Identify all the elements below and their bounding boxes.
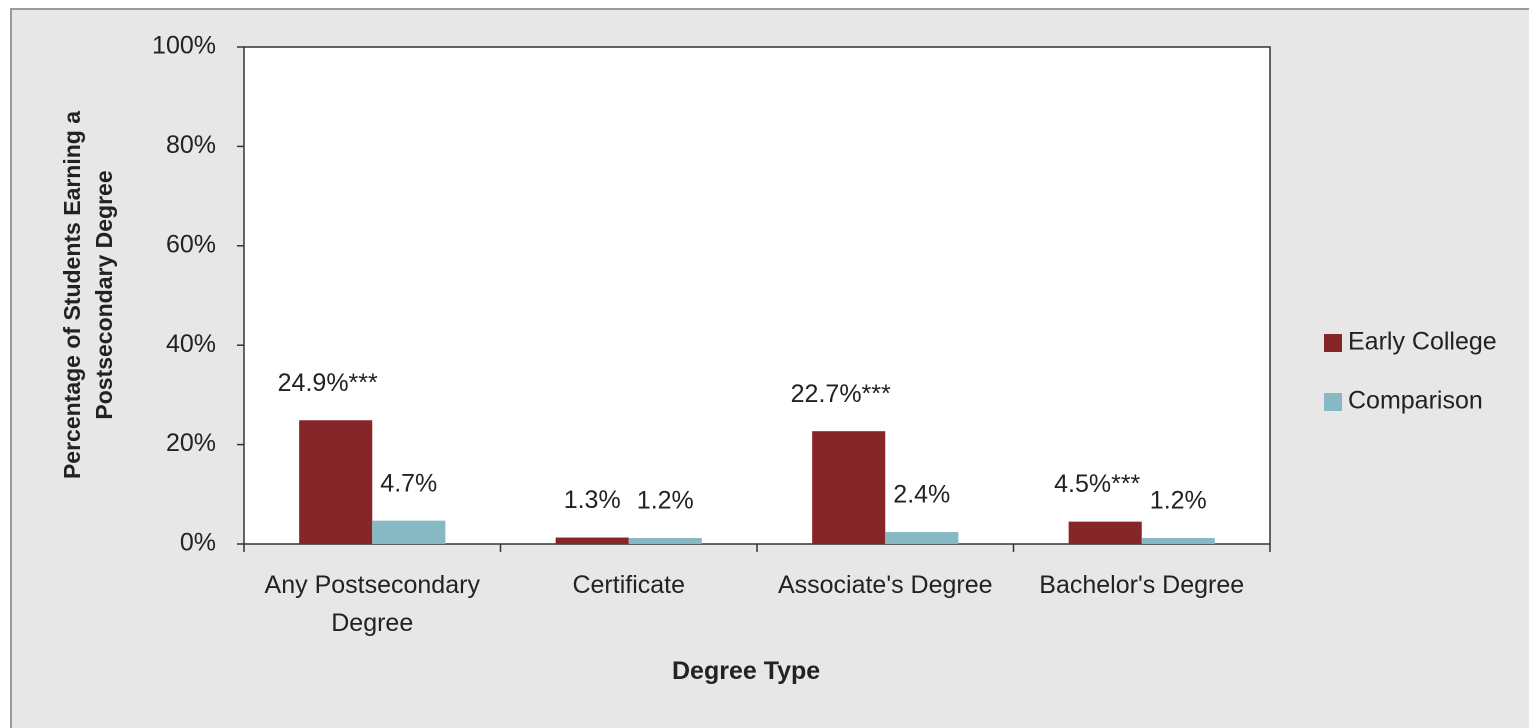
y-tick-label: 0% <box>180 529 216 557</box>
legend-label: Comparison <box>1348 387 1483 415</box>
bar <box>812 431 886 544</box>
data-label: 2.4% <box>893 481 950 509</box>
y-tick-label: 100% <box>152 32 216 60</box>
data-label: 24.9%*** <box>278 369 378 397</box>
y-tick-label: 20% <box>166 429 216 457</box>
legend-swatch <box>1324 334 1342 352</box>
bar <box>1068 521 1142 544</box>
bar <box>885 532 959 544</box>
data-label: 4.7% <box>380 469 437 497</box>
data-label: 1.3% <box>564 486 621 514</box>
x-tick-label: Certificate <box>572 571 686 599</box>
x-axis-title: Degree Type <box>672 657 821 685</box>
x-tick-label: Associate's Degree <box>777 571 993 599</box>
bar <box>555 537 629 544</box>
data-label: 22.7%*** <box>791 380 891 408</box>
bar <box>372 520 446 544</box>
plot-area <box>243 46 1271 545</box>
x-tick-label: Bachelor's Degree <box>1039 571 1245 599</box>
y-tick-label: 60% <box>166 230 216 258</box>
bar <box>299 420 373 544</box>
data-label: 4.5%*** <box>1054 470 1140 498</box>
bar <box>1141 538 1215 544</box>
y-tick-label: 80% <box>166 131 216 159</box>
bar <box>628 538 702 544</box>
data-label: 1.2% <box>1150 487 1207 515</box>
y-axis-title: Percentage of Students Earning a Postsec… <box>59 110 117 480</box>
data-label: 1.2% <box>637 487 694 515</box>
x-tick-label: Any Postsecondary Degree <box>264 571 480 637</box>
y-tick-label: 40% <box>166 330 216 358</box>
legend-label: Early College <box>1348 328 1497 356</box>
legend-swatch <box>1324 393 1342 411</box>
